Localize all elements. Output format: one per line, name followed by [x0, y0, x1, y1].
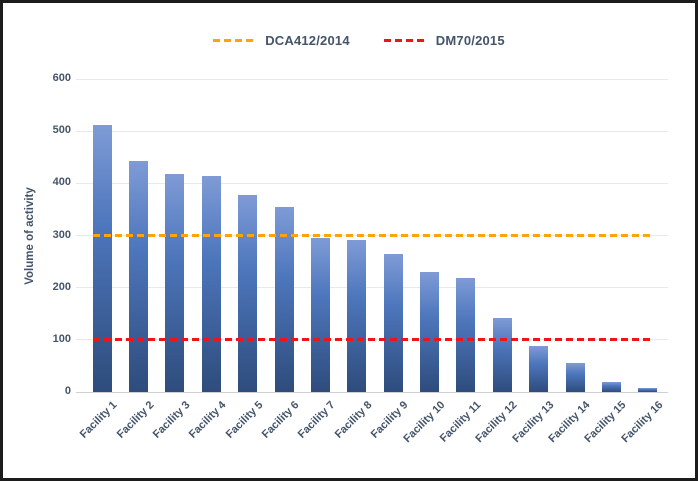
x-axis-label-facility-3: Facility 3 [150, 399, 193, 441]
x-axis-label-facility-4: Facility 4 [187, 399, 229, 441]
bar-facility-15 [601, 381, 621, 392]
y-tick-label: 300 [52, 228, 71, 241]
orange-dashed-line-icon [213, 39, 258, 42]
x-axis-label-facility-5: Facility 5 [223, 399, 266, 441]
y-tick-label: 200 [52, 280, 71, 293]
bar-facility-6 [274, 206, 294, 392]
x-axis-label-facility-8: Facility 8 [332, 399, 375, 441]
plot-area [76, 78, 668, 393]
red-dashed-line-icon [383, 39, 428, 42]
bar-facility-3 [165, 173, 185, 392]
y-tick-label: 500 [52, 124, 71, 137]
bar-facility-10 [420, 272, 440, 392]
bar-facility-9 [383, 253, 403, 392]
bar-facility-8 [347, 239, 367, 392]
y-tick-label: 0 [64, 385, 71, 397]
gridline [76, 287, 668, 289]
x-axis-label-facility-7: Facility 7 [296, 399, 338, 441]
y-tick-label: 100 [52, 332, 71, 345]
bar-facility-16 [638, 387, 658, 392]
bar-facility-2 [129, 160, 149, 392]
gridline [76, 78, 668, 80]
x-axis-label-facility-2: Facility 2 [114, 399, 157, 441]
x-axis-label-facility-6: Facility 6 [259, 399, 302, 441]
x-axis-label-facility-1: Facility 1 [77, 399, 120, 441]
y-tick-label: 600 [52, 72, 71, 84]
bar-facility-12 [492, 317, 512, 392]
reference-line-dm70-2015 [93, 338, 652, 342]
bar-facility-5 [238, 194, 258, 392]
x-axis-line [76, 391, 668, 393]
gridline [76, 182, 668, 184]
legend-item-dm70-2015: DM70/2015 [383, 33, 505, 48]
chart-legend: DCA412/2014 DM70/2015 [13, 33, 695, 48]
legend-label-dm70-2015: DM70/2015 [435, 33, 505, 48]
gridline [76, 130, 668, 132]
bar-facility-4 [201, 175, 221, 392]
bar-facility-13 [529, 346, 549, 392]
reference-line-dca412-2014 [93, 234, 652, 237]
legend-label-dca412-2014: DCA412/2014 [265, 33, 350, 48]
bar-facility-1 [92, 124, 112, 392]
bar-facility-11 [456, 278, 476, 392]
y-tick-label: 400 [52, 176, 71, 189]
bar-facility-7 [310, 238, 330, 392]
legend-item-dca412-2014: DCA412/2014 [213, 33, 350, 48]
bar-facility-14 [565, 363, 585, 392]
